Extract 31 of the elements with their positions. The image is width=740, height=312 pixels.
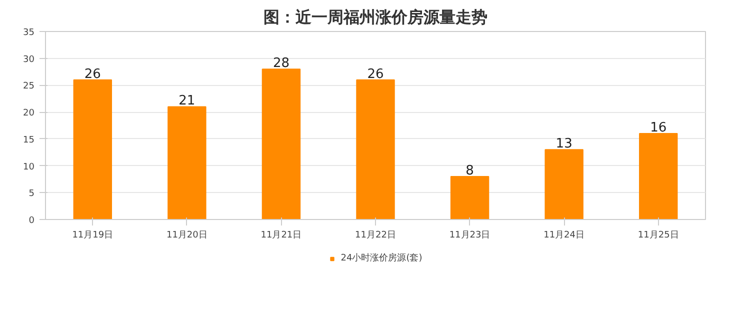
bar <box>544 149 584 220</box>
x-tick-label: 11月23日 <box>449 230 490 240</box>
data-label: 21 <box>178 94 196 109</box>
data-label: 8 <box>466 164 474 179</box>
y-tick-label: 10 <box>23 162 35 172</box>
x-tick-label: 11月22日 <box>355 230 396 240</box>
x-tick-label: 11月21日 <box>260 230 302 240</box>
y-tick-label: 25 <box>23 82 34 92</box>
data-label: 16 <box>650 120 667 136</box>
x-tick-label: 11月25日 <box>638 230 679 240</box>
y-tick-label: 20 <box>23 108 35 119</box>
y-tick-label: 30 <box>23 54 35 65</box>
data-label: 28 <box>272 56 290 72</box>
bar <box>168 106 206 220</box>
bar <box>450 176 490 220</box>
y-tick-label: 0 <box>28 216 35 226</box>
data-label: 26 <box>367 66 384 82</box>
bar <box>639 133 678 220</box>
y-tick-label: 15 <box>23 135 34 146</box>
chart-title: 图：近一周福州涨价房源量走势 <box>264 8 488 26</box>
bar <box>356 79 395 220</box>
bar <box>73 79 112 220</box>
x-tick-label: 11月20日 <box>166 230 208 240</box>
legend-label: 24小时涨价房源(套) <box>340 252 422 264</box>
y-tick-label: 35 <box>23 28 34 38</box>
x-tick-label: 11月24日 <box>544 230 585 240</box>
x-tick-label: 11月19日 <box>72 230 114 240</box>
data-label: 26 <box>84 66 101 82</box>
data-label: 13 <box>556 136 572 152</box>
y-tick-label: 5 <box>28 189 35 200</box>
bar <box>262 68 301 220</box>
